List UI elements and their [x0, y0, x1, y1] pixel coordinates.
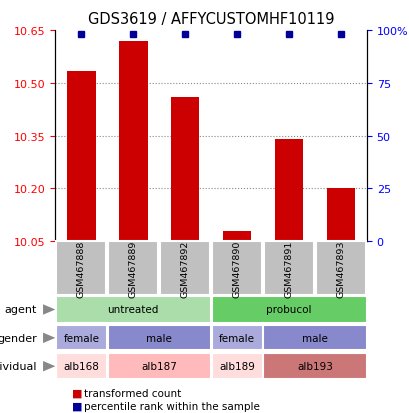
- Text: female: female: [63, 333, 99, 343]
- Text: ■: ■: [72, 388, 82, 398]
- Polygon shape: [43, 304, 55, 315]
- Text: individual: individual: [0, 361, 37, 371]
- Text: alb168: alb168: [63, 361, 99, 371]
- Text: GSM467890: GSM467890: [232, 240, 241, 297]
- Bar: [171, 97, 199, 242]
- Text: GSM467892: GSM467892: [180, 240, 189, 297]
- Text: agent: agent: [4, 305, 37, 315]
- Text: female: female: [218, 333, 254, 343]
- Polygon shape: [43, 361, 55, 372]
- Text: male: male: [146, 333, 172, 343]
- Polygon shape: [43, 333, 55, 343]
- Text: untreated: untreated: [107, 305, 159, 315]
- Text: alb189: alb189: [219, 361, 254, 371]
- Text: GSM467893: GSM467893: [336, 240, 345, 297]
- Bar: [326, 189, 354, 242]
- Text: percentile rank within the sample: percentile rank within the sample: [84, 401, 259, 411]
- Text: gender: gender: [0, 333, 37, 343]
- Bar: [274, 140, 303, 242]
- Text: alb193: alb193: [297, 361, 332, 371]
- Bar: [67, 71, 95, 242]
- Text: GSM467891: GSM467891: [284, 240, 293, 297]
- Bar: [119, 42, 147, 242]
- Text: GSM467889: GSM467889: [128, 240, 137, 297]
- Text: alb187: alb187: [141, 361, 177, 371]
- Text: probucol: probucol: [266, 305, 311, 315]
- Text: GSM467888: GSM467888: [76, 240, 85, 297]
- Title: GDS3619 / AFFYCUSTOMHF10119: GDS3619 / AFFYCUSTOMHF10119: [88, 12, 334, 27]
- Text: ■: ■: [72, 401, 82, 411]
- Text: male: male: [301, 333, 327, 343]
- Text: transformed count: transformed count: [84, 388, 181, 398]
- Bar: [222, 231, 251, 242]
